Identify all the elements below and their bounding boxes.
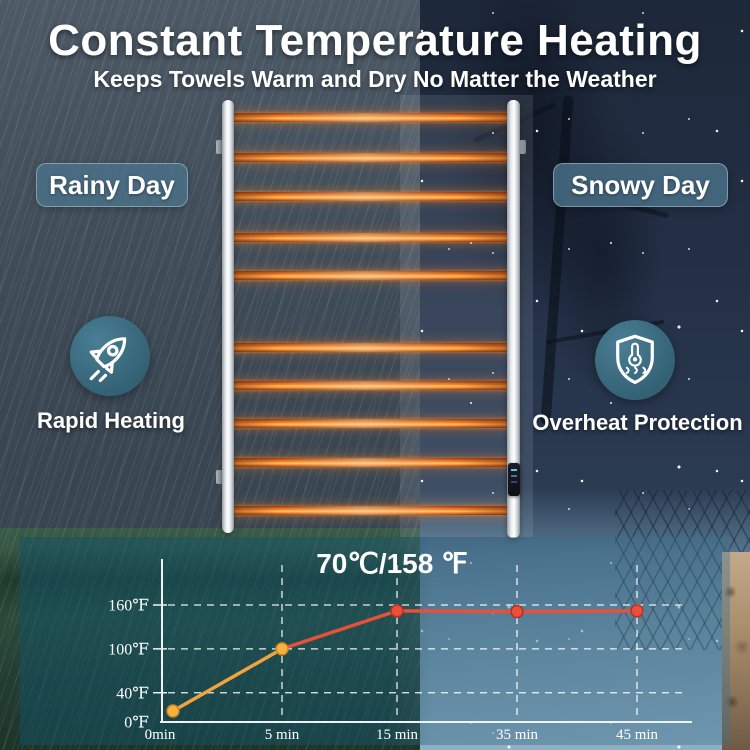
wall-bracket — [519, 140, 526, 154]
temperature-chart-panel: 0℉ 40℉ 100℉ 160℉ 0min 5 min 15 min 35 min 45 min… — [20, 537, 730, 745]
towel-bar — [227, 419, 515, 428]
page-subtitle: Keeps Towels Warm and Dry No Matter the … — [93, 66, 657, 92]
rapid-heating-icon-circle — [70, 316, 150, 396]
y-tick-label: 100℉ — [108, 641, 149, 658]
temperature-chart: 0℉ 40℉ 100℉ 160℉ 0min 5 min 15 min 35 min 45 min… — [108, 548, 692, 743]
snowy-day-label: Snowy Day — [571, 169, 710, 200]
wall-bracket — [216, 140, 223, 154]
wall-bracket — [216, 470, 223, 484]
data-point — [166, 704, 180, 718]
y-tick-label: 160℉ — [108, 598, 149, 615]
page-title: Constant Temperature Heating — [48, 16, 702, 65]
x-tick-label: 45 min — [616, 727, 659, 743]
towel-bar — [227, 458, 515, 467]
x-tick-label: 35 min — [496, 727, 539, 743]
y-tick-label: 40℉ — [116, 685, 149, 702]
display-led — [511, 469, 517, 471]
x-tick-label: 15 min — [376, 727, 419, 743]
towel-bar — [227, 343, 515, 352]
y-tick-label: 0℉ — [124, 715, 149, 732]
data-point — [390, 604, 404, 618]
x-tick-label: 0min — [145, 727, 176, 743]
snowy-day-badge: Snowy Day — [553, 163, 728, 207]
towel-bar — [227, 381, 515, 390]
towel-bar — [227, 271, 515, 280]
towel-bar — [227, 233, 515, 242]
rocket-icon — [89, 337, 127, 383]
control-panel — [508, 463, 520, 496]
towel-bar — [227, 113, 515, 122]
overheat-protection-icon-circle — [595, 320, 675, 400]
rapid-heating-label: Rapid Heating — [37, 408, 185, 433]
rainy-day-label: Rainy Day — [49, 169, 175, 200]
towel-rail-right-post — [507, 100, 520, 538]
chart-title: 70℃/158 ℉ — [316, 548, 468, 579]
towel-rail-left-post — [222, 100, 234, 533]
towel-bar — [227, 153, 515, 162]
data-point — [630, 604, 644, 618]
towel-bar — [227, 506, 515, 515]
data-point — [510, 604, 524, 619]
towel-bar — [227, 192, 515, 201]
shield-overheat-icon — [616, 334, 654, 384]
x-tick-label: 5 min — [265, 727, 300, 743]
overheat-protection-label: Overheat Protection — [532, 410, 743, 435]
data-point — [275, 642, 289, 656]
rainy-day-badge: Rainy Day — [36, 163, 188, 207]
